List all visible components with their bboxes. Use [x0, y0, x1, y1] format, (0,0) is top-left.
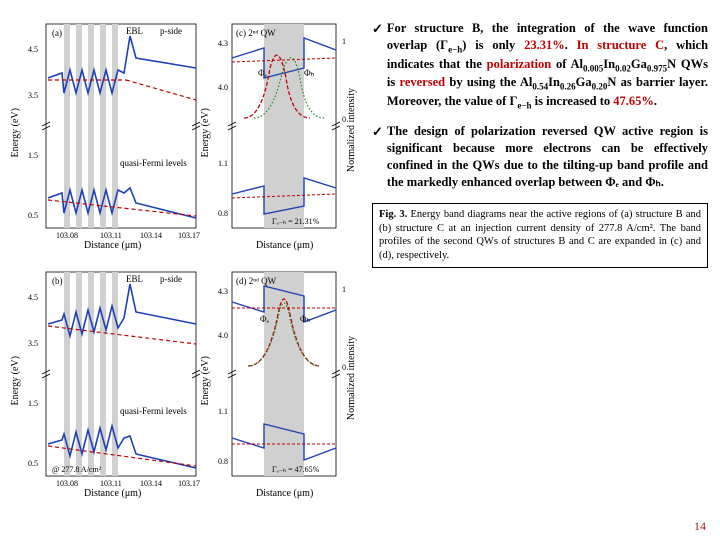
- panel-d-ylabel-left: Energy (eV): [200, 356, 211, 406]
- figure-caption: Fig. 3. Energy band diagrams near the ac…: [372, 203, 708, 268]
- figure-composite: Energy (eV) 4.: [8, 18, 358, 508]
- panel-a-ylabel: Energy (eV): [10, 108, 21, 158]
- panel-d-gamma: Γₑ₋ₕ = 47.65%: [272, 465, 320, 474]
- text-column: ✓ For structure B, the integration of th…: [372, 20, 708, 268]
- svg-text:4.5: 4.5: [28, 293, 38, 302]
- panel-a-pside: p-side: [160, 26, 182, 36]
- para-2: ✓ The design of polarization reversed QW…: [372, 123, 708, 191]
- panel-a-qf: quasi-Fermi levels: [120, 158, 187, 168]
- panel-c-tag: (c) 2ⁿᵈ QW: [236, 28, 276, 38]
- svg-text:0.5: 0.5: [28, 211, 38, 220]
- svg-text:103.14: 103.14: [140, 231, 162, 240]
- svg-text:1: 1: [342, 37, 346, 46]
- panel-c-ylabel-right: Normalized intensity: [346, 88, 357, 172]
- panel-a-ebl: EBL: [126, 26, 143, 36]
- para-1: ✓ For structure B, the integration of th…: [372, 20, 708, 111]
- panel-c-xlabel: Distance (μm): [256, 240, 313, 251]
- svg-text:Φₕ: Φₕ: [300, 314, 311, 324]
- panel-c-ylabel-left: Energy (eV): [200, 108, 211, 158]
- panel-d: Energy (eV) Normalized intensity 4.3 4.0…: [214, 266, 354, 496]
- panel-a-tag: (a): [52, 28, 62, 38]
- panel-c-gamma: Γₑ₋ₕ = 21.31%: [272, 217, 320, 226]
- svg-text:4.5: 4.5: [28, 45, 38, 54]
- svg-text:1.5: 1.5: [28, 399, 38, 408]
- panel-d-svg: 4.3 4.0 1.1 0.8 1 0 (d) 2ⁿᵈ QW Φₑ Φₕ Γₑ₋…: [214, 266, 354, 496]
- panel-c-phi-e: Φₑ: [258, 68, 268, 78]
- check-icon: ✓: [372, 20, 383, 111]
- panel-c-qw-shade: [264, 24, 304, 228]
- panel-c-svg: 4.3 4.0 1.1 0.8 1 0 (c) 2ⁿᵈ QW Φₑ Φₕ Γₑ₋…: [214, 18, 354, 248]
- svg-text:0.5: 0.5: [28, 459, 38, 468]
- svg-text:1.5: 1.5: [28, 151, 38, 160]
- svg-text:1.1: 1.1: [218, 407, 228, 416]
- svg-text:103.08: 103.08: [56, 479, 78, 488]
- panel-b-tag: (b): [52, 276, 63, 286]
- panel-c: Energy (eV) Normalized intensity 4.3 4.0…: [214, 18, 354, 248]
- page-number: 14: [694, 519, 706, 534]
- svg-text:3.5: 3.5: [28, 91, 38, 100]
- panel-b-svg: 4.5 3.5 1.5 0.5 103.08 103.11 103.14 103…: [24, 266, 204, 496]
- panel-b-ylabel: Energy (eV): [10, 356, 21, 406]
- caption-lead: Fig. 3.: [379, 209, 407, 220]
- svg-text:Φₑ: Φₑ: [260, 314, 270, 324]
- panel-d-xlabel: Distance (μm): [256, 488, 313, 499]
- svg-text:103.11: 103.11: [100, 231, 122, 240]
- svg-text:103.11: 103.11: [100, 479, 122, 488]
- panel-a: Energy (eV) 4.: [24, 18, 204, 248]
- svg-text:3.5: 3.5: [28, 339, 38, 348]
- para-2-body: The design of polarization reversed QW a…: [387, 123, 708, 191]
- svg-text:4.0: 4.0: [218, 83, 228, 92]
- svg-text:4.3: 4.3: [218, 287, 228, 296]
- svg-text:4.0: 4.0: [218, 331, 228, 340]
- svg-text:p-side: p-side: [160, 274, 182, 284]
- panel-b-cond: @ 277.8 A/cm²: [52, 465, 102, 474]
- para-1-body: For structure B, the integration of the …: [387, 20, 708, 111]
- svg-text:EBL: EBL: [126, 274, 143, 284]
- caption-body: Energy band diagrams near the active reg…: [379, 209, 701, 261]
- panel-b: Energy (eV) 4.5 3.5 1.5 0.5 103.: [24, 266, 204, 496]
- panel-d-tag: (d) 2ⁿᵈ QW: [236, 276, 277, 286]
- svg-text:103.17: 103.17: [178, 231, 200, 240]
- panel-d-ylabel-right: Normalized intensity: [346, 336, 357, 420]
- svg-text:103.08: 103.08: [56, 231, 78, 240]
- svg-text:103.14: 103.14: [140, 479, 162, 488]
- svg-text:0.8: 0.8: [218, 209, 228, 218]
- svg-text:quasi-Fermi levels: quasi-Fermi levels: [120, 406, 187, 416]
- svg-text:1.1: 1.1: [218, 159, 228, 168]
- svg-text:103.17: 103.17: [178, 479, 200, 488]
- svg-text:0.8: 0.8: [218, 457, 228, 466]
- panel-a-xlabel: Distance (μm): [84, 240, 141, 251]
- panel-b-xlabel: Distance (μm): [84, 488, 141, 499]
- panel-a-svg: 4.5 3.5 1.5 0.5 103.08 103.11 103.14 103…: [24, 18, 204, 248]
- panel-c-phi-h: Φₕ: [304, 68, 315, 78]
- svg-text:4.3: 4.3: [218, 39, 228, 48]
- svg-text:1: 1: [342, 285, 346, 294]
- check-icon: ✓: [372, 123, 383, 191]
